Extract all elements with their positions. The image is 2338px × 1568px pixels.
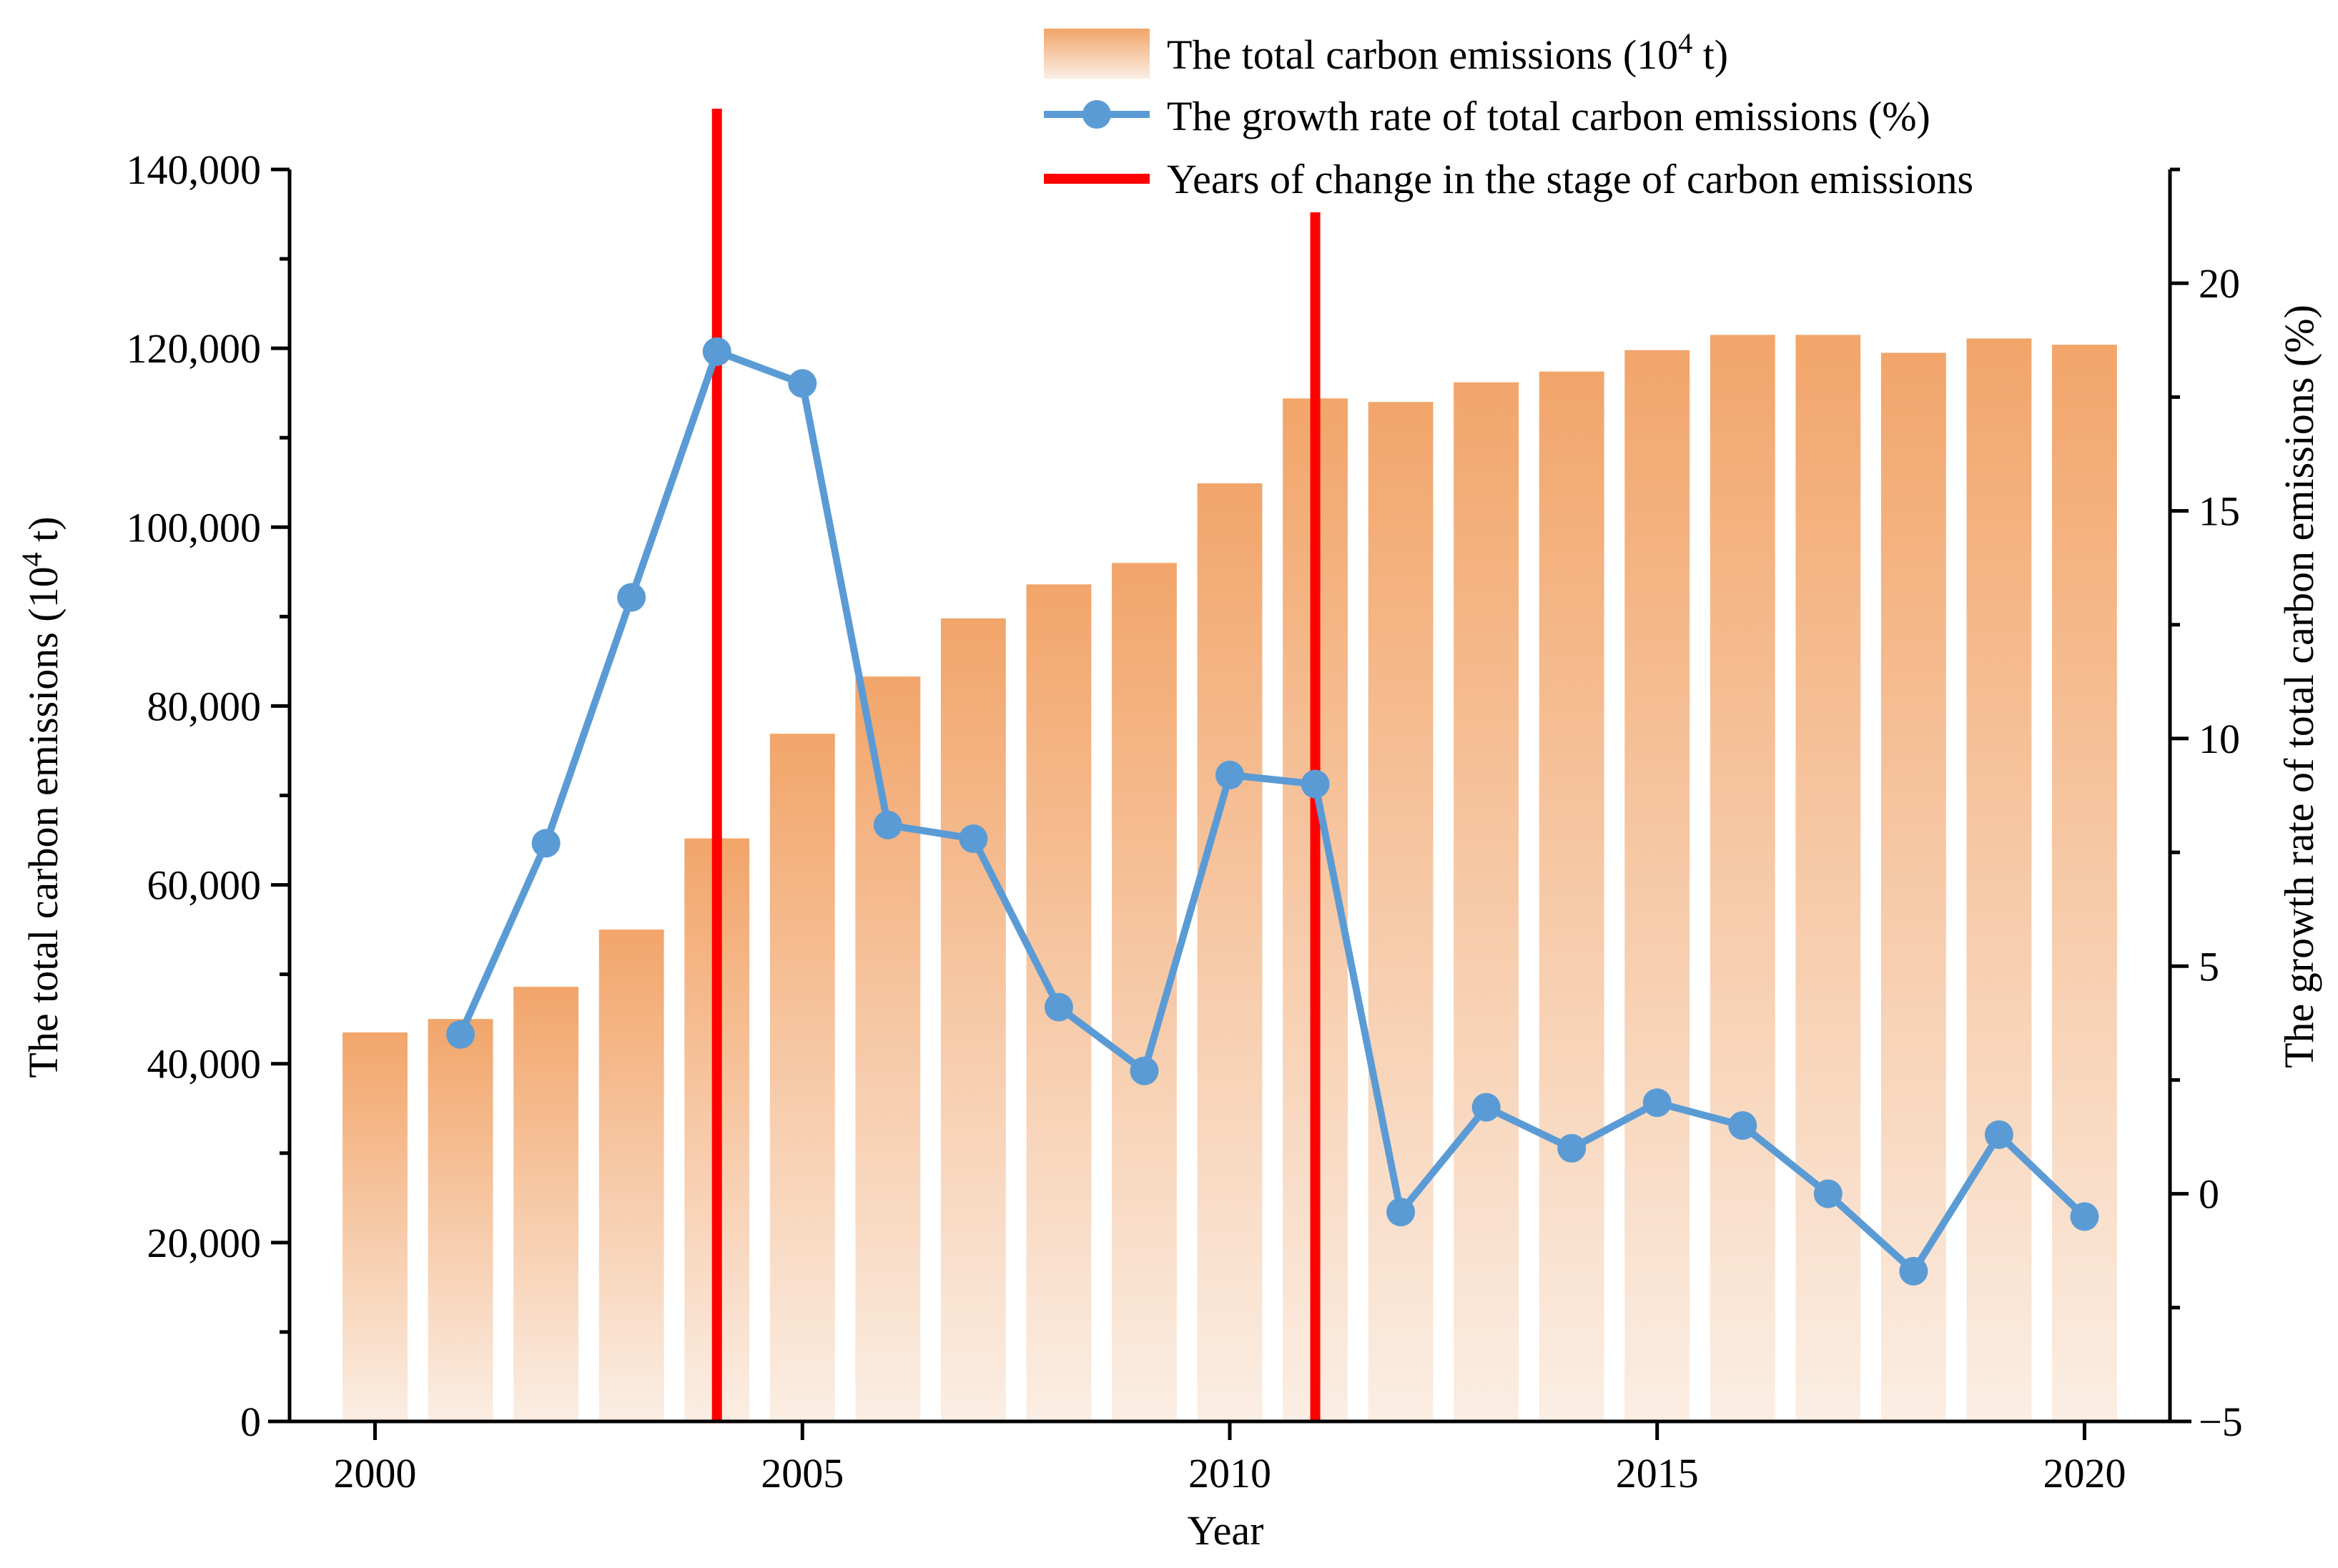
growth-point-2015 [1642,1088,1672,1118]
x-axis-title: Year [1188,1507,1264,1554]
right-tick-label: 5 [2199,943,2219,990]
right-tick-label: 15 [2199,488,2240,535]
bar-2019 [1966,338,2032,1421]
left-tick-label: 0 [240,1399,261,1445]
left-tick-label: 40,000 [147,1041,262,1088]
growth-rate-line [457,347,2087,1275]
bar-2012 [1368,402,1434,1421]
legend: The total carbon emissions (104 t) The g… [1044,27,1973,202]
bar-2006 [855,676,921,1421]
x-tick-label: 2010 [1188,1450,1271,1496]
stage-lines-group [711,109,1321,1421]
legend-stage-label: Years of change in the stage of carbon e… [1167,156,1973,202]
bar-2013 [1454,382,1519,1422]
right-y-axis-title: The growth rate of total carbon emission… [2276,305,2322,1068]
left-tick-label: 20,000 [147,1220,262,1266]
growth-point-2006 [873,810,902,839]
growth-point-2005 [788,369,817,398]
growth-line-group [446,337,2099,1286]
growth-point-2020 [2070,1202,2099,1231]
right-tick-label: 20 [2199,260,2240,307]
bar-2007 [940,618,1006,1421]
left-tick-label: 60,000 [147,862,262,909]
growth-point-2014 [1557,1133,1587,1163]
growth-point-2018 [1899,1256,1928,1286]
growth-point-2004 [702,337,731,366]
left-tick-label: 80,000 [147,683,262,729]
right-tick-label: −5 [2199,1399,2243,1445]
bar-2010 [1197,483,1263,1421]
legend-line-marker [1082,100,1111,129]
growth-point-2013 [1471,1093,1501,1122]
ticks-group: 0 20,000 40,000 60,000 80,000 100,000 120,000 1… [127,147,2243,1496]
left-tick-label: 120,000 [127,325,262,372]
bar-2015 [1624,350,1690,1421]
x-tick-label: 2015 [1616,1450,1699,1496]
legend-line-label: The growth rate of total carbon emission… [1167,93,1930,139]
growth-point-2009 [1130,1056,1159,1085]
bar-2002 [513,987,579,1421]
left-y-axis-title: The total carbon emissions (104 t) [16,516,67,1078]
bar-2020 [2052,345,2117,1421]
legend-bar-label: The total carbon emissions (104 t) [1167,27,1728,79]
x-tick-label: 2020 [2043,1450,2126,1496]
bar-2000 [342,1032,408,1421]
growth-point-2007 [959,824,988,853]
growth-point-2017 [1813,1179,1843,1208]
growth-point-2019 [1984,1120,2013,1149]
growth-point-2002 [531,829,561,858]
legend-bar-swatch [1044,29,1150,79]
right-tick-label: 10 [2199,716,2240,762]
bars-group [342,335,2117,1422]
growth-point-2016 [1728,1111,1757,1140]
growth-point-2001 [446,1020,475,1049]
bar-2003 [598,930,664,1421]
growth-point-2010 [1215,760,1244,789]
x-tick-label: 2000 [334,1450,417,1496]
bar-2016 [1710,335,1775,1422]
growth-point-2012 [1386,1198,1416,1227]
growth-point-2008 [1044,992,1073,1022]
growth-point-2003 [617,583,646,612]
left-tick-label: 100,000 [127,504,262,551]
bar-2001 [428,1019,493,1421]
bar-2014 [1539,371,1604,1422]
right-tick-label: 0 [2199,1171,2219,1218]
x-tick-label: 2005 [761,1450,844,1496]
growth-point-2011 [1301,769,1330,799]
bar-2017 [1795,335,1861,1422]
bar-2005 [769,734,835,1421]
left-tick-label: 140,000 [127,147,262,193]
